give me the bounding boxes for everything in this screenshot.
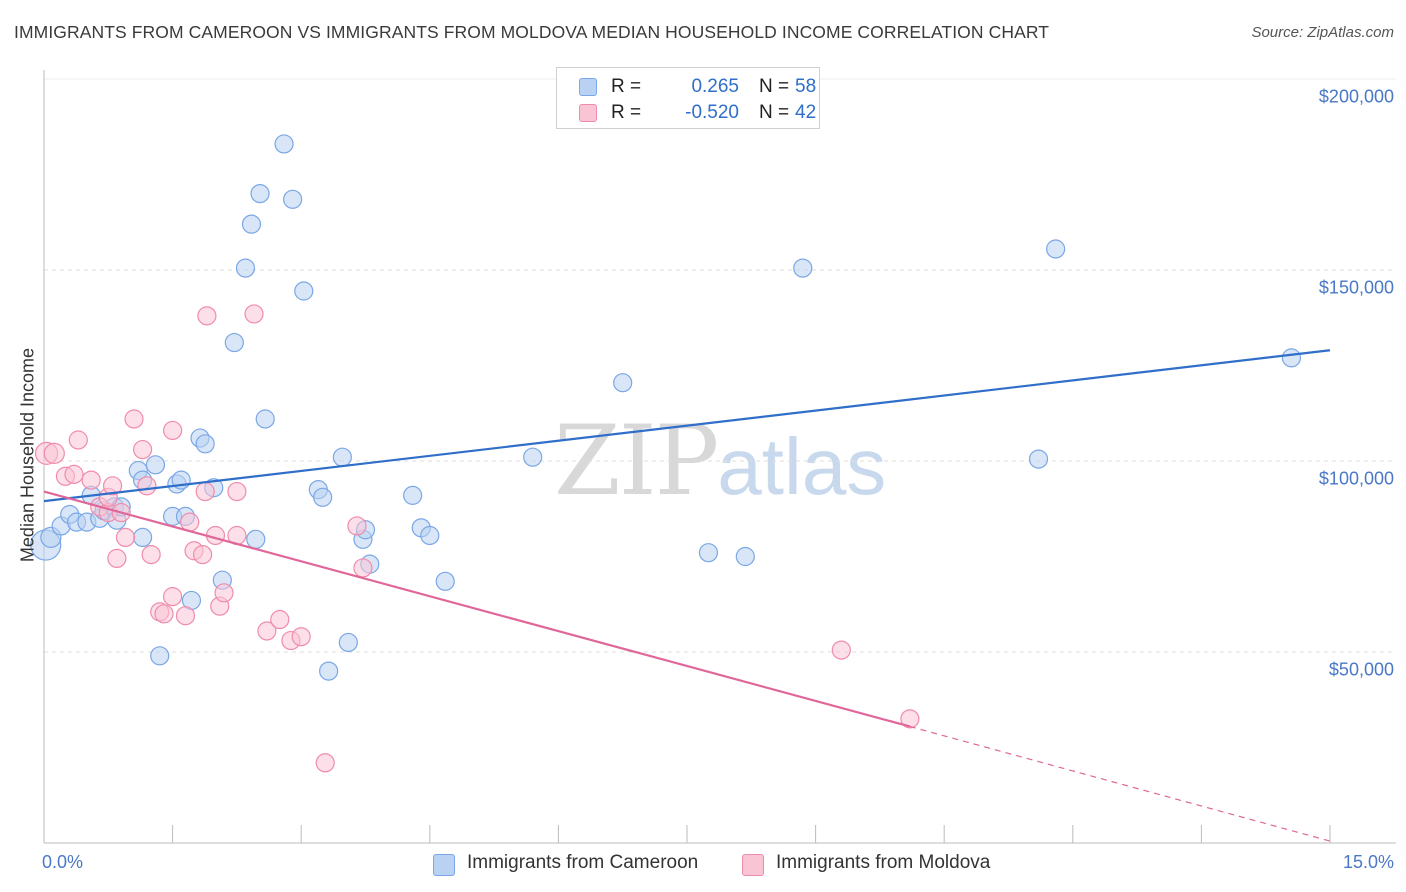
- legend-swatch-cameroon: [579, 78, 597, 96]
- moldova-point-32: [244, 304, 264, 324]
- moldova-point-11: [107, 548, 127, 569]
- moldova-point-16: [141, 544, 161, 565]
- moldova-point-3: [64, 464, 84, 484]
- legend-n-value: 58: [795, 76, 817, 97]
- bottom-legend-label-moldova: Immigrants from Moldova: [776, 852, 991, 873]
- legend-r-label: R =: [611, 102, 642, 123]
- cameroon-point-52: [1028, 449, 1049, 469]
- bottom-legend-swatch-cameroon: [433, 854, 455, 876]
- moldova-point-37: [315, 753, 335, 773]
- cameroon-point-30: [250, 184, 270, 204]
- moldova-point-31: [227, 481, 247, 502]
- cameroon-point-43: [403, 485, 423, 505]
- moldova-point-34: [270, 609, 290, 630]
- moldova-point-41: [900, 709, 920, 729]
- moldova-point-4: [68, 430, 88, 450]
- y-tick-label-100000: $100,000: [1318, 468, 1394, 489]
- moldova-point-15: [137, 476, 157, 496]
- watermark-atlas: atlas: [717, 422, 887, 511]
- moldova-point-25: [195, 481, 215, 502]
- cameroon-point-33: [283, 189, 303, 209]
- cameroon-point-36: [313, 487, 333, 507]
- moldova-point-36: [291, 627, 311, 647]
- y-tick-label-50000: $50,000: [1328, 659, 1394, 680]
- moldova-point-14: [132, 439, 153, 460]
- cameroon-point-23: [195, 434, 215, 454]
- moldova-point-33: [257, 621, 277, 641]
- legend-r-value: -0.520: [685, 102, 739, 123]
- legend-r-value: 0.265: [691, 76, 739, 97]
- cameroon-point-53: [1046, 239, 1066, 259]
- legend-n-value: 42: [795, 102, 817, 123]
- cameroon-point-45: [420, 525, 440, 546]
- source-credit: Source: ZipAtlas.com: [1251, 24, 1394, 41]
- correlation-legend: R = 0.265 N = 58 R = -0.520 N = 42: [556, 67, 820, 129]
- moldova-point-38: [347, 516, 367, 536]
- moldova-point-24: [193, 544, 213, 565]
- moldova-point-5: [81, 470, 101, 490]
- moldova-point-13: [124, 409, 144, 429]
- moldova-point-29: [214, 583, 234, 603]
- y-axis-label: Median Household Income: [17, 347, 38, 563]
- cameroon-point-54: [1281, 348, 1302, 368]
- cameroon-point-15: [132, 527, 153, 548]
- bottom-legend-label-cameroon: Immigrants from Cameroon: [467, 852, 699, 873]
- moldova-point-40: [831, 640, 851, 660]
- legend-n-label: N =: [759, 102, 790, 123]
- cameroon-point-49: [698, 543, 719, 563]
- y-tick-label-200000: $200,000: [1318, 86, 1394, 107]
- moldova-point-20: [163, 587, 183, 607]
- y-tick-label-150000: $150,000: [1318, 277, 1394, 298]
- cameroon-point-51: [793, 258, 813, 278]
- cameroon-point-38: [332, 447, 352, 467]
- chart-title: IMMIGRANTS FROM CAMEROON VS IMMIGRANTS F…: [14, 22, 1050, 42]
- cameroon-point-46: [435, 571, 455, 591]
- cameroon-point-39: [338, 632, 358, 653]
- x-tick-label-max: 15.0%: [1342, 852, 1394, 872]
- moldova-trend-extension: [909, 725, 1331, 842]
- cameroon-point-29: [246, 529, 266, 549]
- cameroon-point-31: [255, 409, 275, 429]
- legend-swatch-moldova: [579, 104, 597, 122]
- cameroon-point-37: [319, 661, 339, 681]
- cameroon-trend-line: [43, 349, 1331, 503]
- moldova-trend-line: [43, 490, 911, 728]
- legend-n-label: N =: [759, 76, 790, 97]
- moldova-point-39: [353, 558, 373, 578]
- cameroon-point-16: [150, 646, 170, 666]
- x-tick-label-min: 0.0%: [42, 852, 84, 872]
- cameroon-point-50: [735, 546, 755, 567]
- moldova-point-1: [43, 442, 65, 464]
- moldova-point-21: [175, 606, 196, 626]
- cameroon-point-26: [224, 332, 244, 353]
- cameroon-point-47: [523, 447, 543, 467]
- bottom-legend-swatch-moldova: [742, 854, 764, 876]
- moldova-point-19: [163, 420, 183, 441]
- cameroon-point-48: [613, 373, 633, 393]
- moldova-point-26: [197, 306, 217, 326]
- cameroon-point-34: [294, 281, 314, 301]
- moldova-point-9: [102, 476, 123, 496]
- cameroon-point-28: [241, 214, 262, 234]
- cameroon-point-14: [145, 455, 166, 475]
- cameroon-point-27: [235, 258, 256, 278]
- moldova-point-12: [115, 527, 136, 548]
- legend-r-label: R =: [611, 76, 642, 97]
- cameroon-point-32: [274, 134, 294, 154]
- moldova-point-18: [154, 604, 174, 624]
